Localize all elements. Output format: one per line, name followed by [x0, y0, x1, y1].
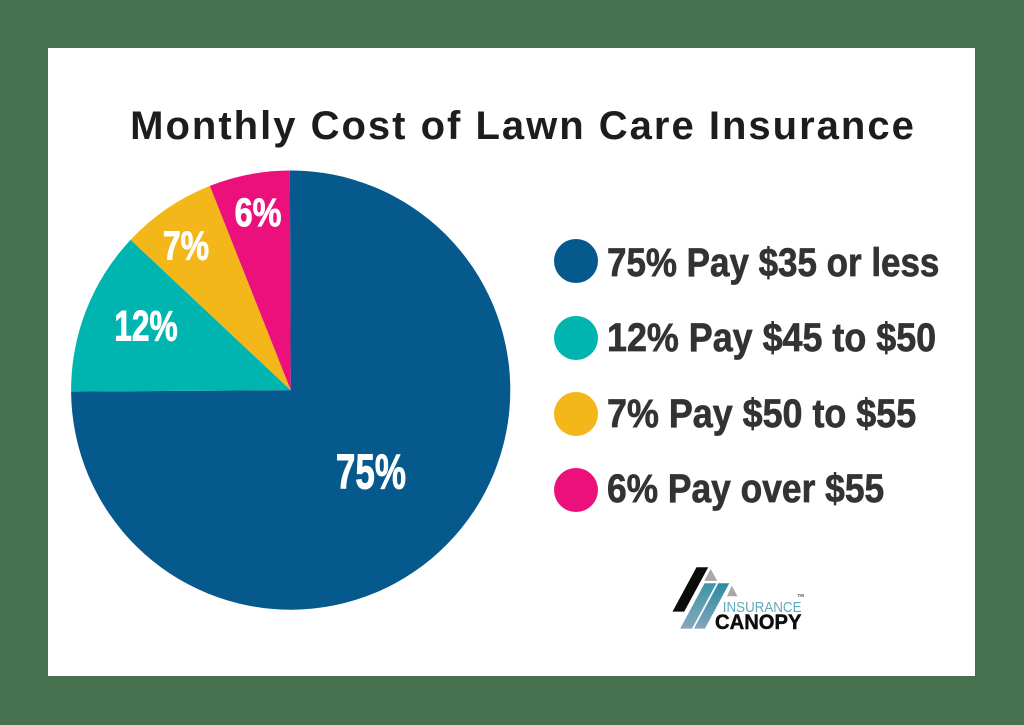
svg-text:CANOPY: CANOPY [715, 611, 802, 634]
svg-text:INSURANCE: INSURANCE [723, 600, 802, 616]
svg-text:TM: TM [798, 593, 805, 598]
